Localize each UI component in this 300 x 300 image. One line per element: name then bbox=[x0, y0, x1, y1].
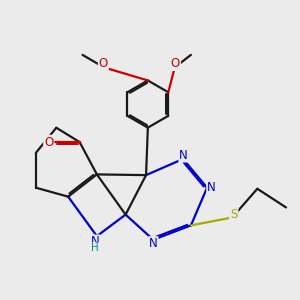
Text: O: O bbox=[171, 57, 180, 70]
Text: O: O bbox=[99, 57, 108, 70]
Text: N: N bbox=[91, 236, 100, 248]
Text: N: N bbox=[179, 148, 188, 162]
Text: N: N bbox=[207, 181, 216, 194]
Text: H: H bbox=[92, 243, 99, 254]
Text: S: S bbox=[230, 208, 238, 221]
Text: N: N bbox=[149, 237, 158, 250]
Text: O: O bbox=[44, 136, 53, 148]
